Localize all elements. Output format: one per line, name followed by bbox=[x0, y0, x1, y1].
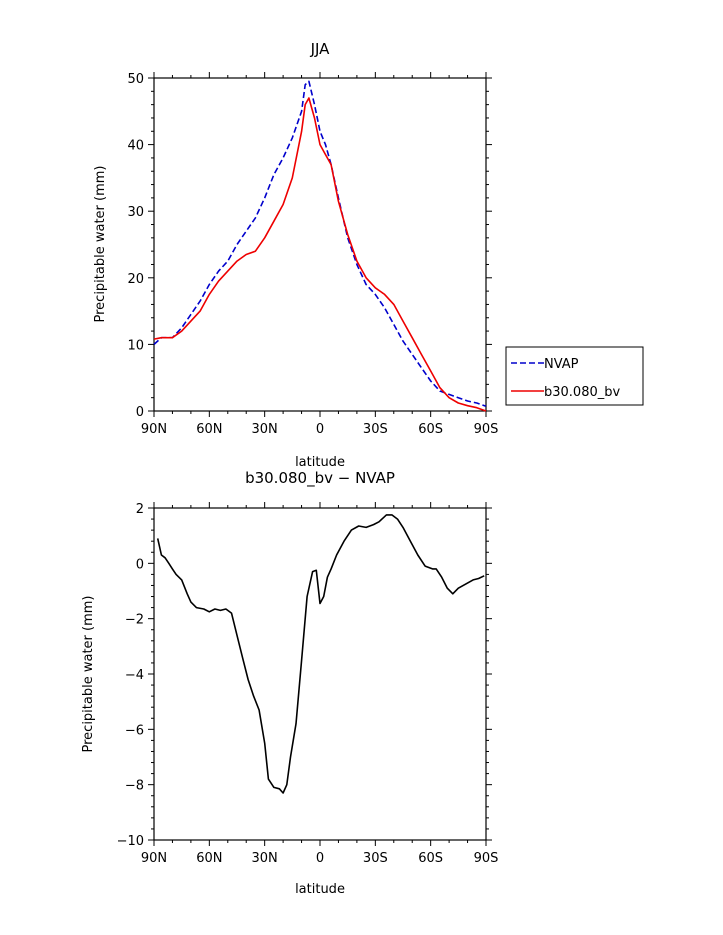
top-series-line-b30-080-bv bbox=[153, 97, 487, 412]
top-x-tick-label: 30N bbox=[252, 422, 278, 437]
top-x-tick-label: 0 bbox=[316, 422, 324, 437]
top-chart-title: JJA bbox=[310, 40, 331, 58]
bottom-x-axis-label: latitude bbox=[295, 882, 345, 897]
bottom-y-tick-label: −2 bbox=[125, 613, 144, 628]
bottom-x-tick-label: 90S bbox=[474, 851, 499, 866]
top-y-tick-label: 50 bbox=[127, 72, 144, 87]
top-x-tick-label: 60S bbox=[418, 422, 443, 437]
top-y-tick-label: 20 bbox=[127, 272, 144, 287]
legend-box bbox=[505, 346, 644, 406]
bottom-x-tick-label: 60N bbox=[196, 851, 222, 866]
bottom-plot-frame bbox=[153, 507, 487, 841]
legend-nvap-label: NVAP bbox=[544, 357, 579, 372]
top-x-tick-label: 60N bbox=[196, 422, 222, 437]
bottom-x-tick-label: 30N bbox=[252, 851, 278, 866]
bottom-y-tick-label: −8 bbox=[125, 779, 144, 794]
top-y-tick-label: 10 bbox=[127, 338, 144, 353]
top-x-axis-label: latitude bbox=[295, 455, 345, 470]
bottom-chart-title: b30.080_bv − NVAP bbox=[245, 469, 395, 488]
legend-model-label: b30.080_bv bbox=[544, 385, 620, 400]
top-y-tick-label: 30 bbox=[127, 205, 144, 220]
bottom-y-tick-label: −10 bbox=[117, 834, 144, 849]
bottom-y-tick-label: −6 bbox=[125, 723, 144, 738]
bottom-x-tick-label: 30S bbox=[363, 851, 388, 866]
top-series-line-nvap bbox=[153, 80, 487, 408]
bottom-x-tick-label: 0 bbox=[316, 851, 324, 866]
top-x-tick-label: 90S bbox=[474, 422, 499, 437]
top-x-tick-label: 90N bbox=[141, 422, 167, 437]
bottom-panel: b30.080_bv − NVAP 90N 60N 30N 0 30S 60S 90S −10… bbox=[81, 469, 498, 897]
top-y-tick-label: 40 bbox=[127, 139, 144, 154]
bottom-y-tick-label: 2 bbox=[136, 502, 144, 517]
bottom-x-tick-label: 90N bbox=[141, 851, 167, 866]
legend: NVAP b30.080_bv bbox=[505, 346, 644, 406]
bottom-y-axis-label: Precipitable water (mm) bbox=[81, 596, 96, 753]
bottom-x-tick-label: 60S bbox=[418, 851, 443, 866]
top-panel: JJA 90N 60N 30N 0 30S 60S 90S 0 10 20 30 40 50 latit… bbox=[93, 40, 644, 470]
top-y-tick-label: 0 bbox=[136, 405, 144, 420]
top-x-tick-label: 30S bbox=[363, 422, 388, 437]
bottom-y-tick-label: 0 bbox=[136, 557, 144, 572]
bottom-y-tick-label: −4 bbox=[125, 668, 144, 683]
bottom-series-line-difference bbox=[156, 514, 485, 794]
top-y-axis-label: Precipitable water (mm) bbox=[93, 166, 108, 323]
